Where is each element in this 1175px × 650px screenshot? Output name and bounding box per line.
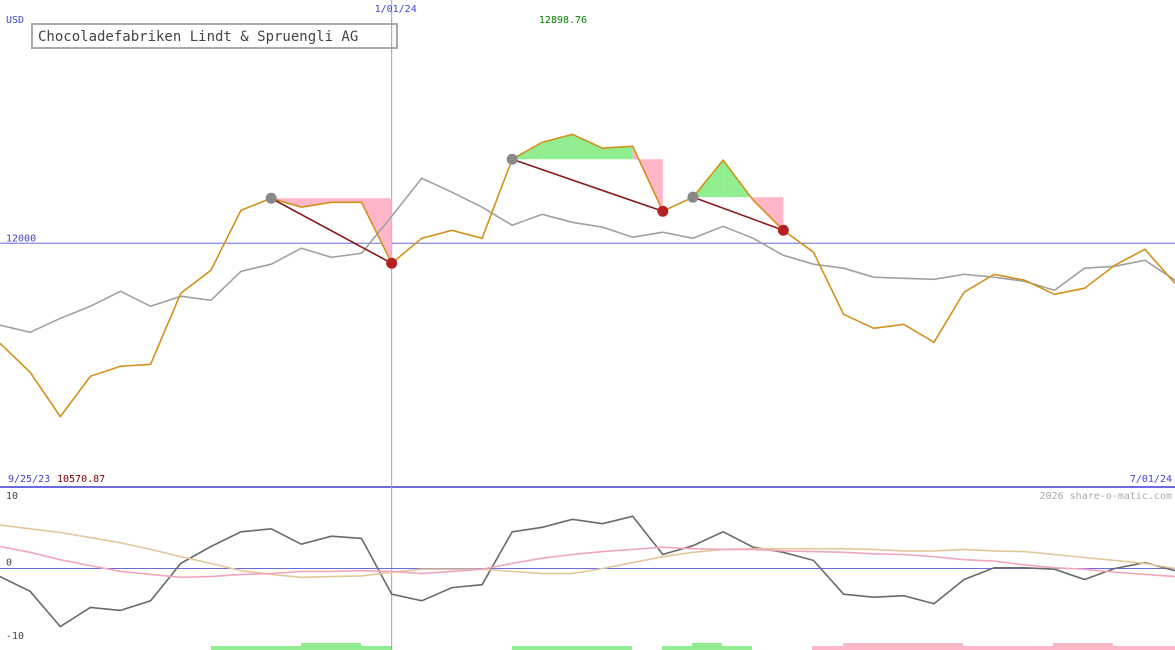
series-line — [0, 524, 1175, 579]
position-bar — [301, 643, 361, 650]
position-bar — [512, 646, 632, 650]
title-box — [31, 23, 398, 49]
signal-line — [692, 196, 784, 232]
high-label: 12898.76 — [539, 15, 587, 26]
x-tick-label: 9/25/23 — [8, 474, 50, 485]
position-bars — [211, 643, 1175, 650]
signal-entry — [687, 191, 699, 203]
signal-line — [270, 197, 393, 264]
y-tick-label: 12000 — [6, 233, 36, 244]
signal-area — [572, 134, 603, 160]
position-bar — [692, 643, 722, 650]
y-tick-label: 10 — [6, 491, 18, 502]
position-bar — [812, 646, 1175, 650]
signal-exit — [657, 205, 669, 217]
signal-area — [602, 146, 633, 160]
signal-entry — [506, 153, 518, 165]
position-bar — [843, 643, 963, 650]
signal-area — [301, 198, 332, 208]
signal-area — [331, 198, 362, 203]
position-bar — [1053, 643, 1113, 650]
signal-exit — [386, 257, 398, 269]
series-line — [0, 515, 1175, 628]
series-line — [0, 545, 1175, 579]
signal-entry — [265, 192, 277, 204]
y-tick-label: -10 — [6, 631, 24, 642]
low-label: 10570.87 — [57, 474, 105, 485]
series-line — [0, 133, 1175, 418]
unit-label: USD — [6, 15, 24, 26]
y-tick-label: 0 — [6, 558, 12, 569]
x-tick-label: 7/01/24 — [1130, 474, 1172, 485]
caption: 2026 share-o-matic.com — [1040, 491, 1172, 502]
signal-line — [511, 158, 664, 212]
x-tick-label: 1/01/24 — [375, 4, 417, 15]
chart-title: Chocoladefabriken Lindt & Spruengli AG — [38, 29, 358, 45]
signal-exit — [777, 224, 789, 236]
series-line — [0, 177, 1175, 334]
